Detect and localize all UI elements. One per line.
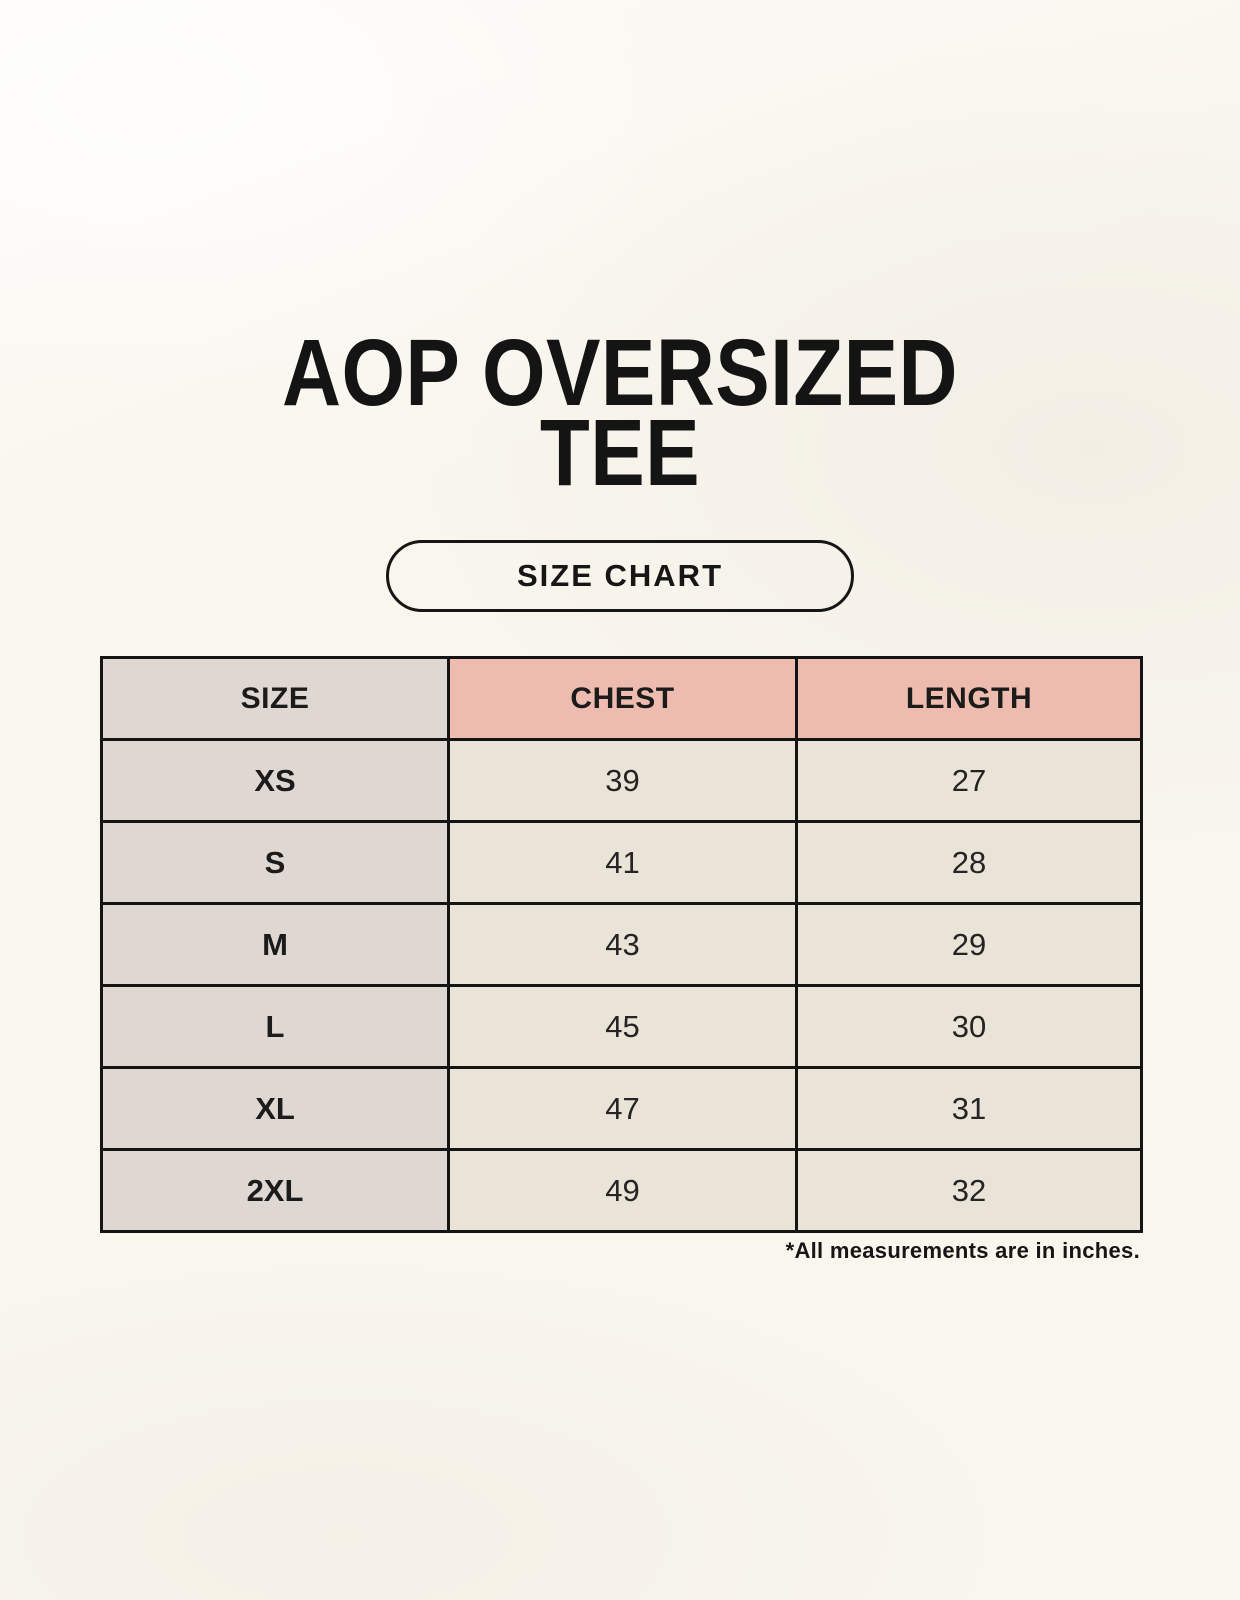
size-label: M — [100, 902, 450, 987]
length-value: 28 — [795, 820, 1143, 905]
table-row-m: M 43 29 — [100, 902, 1143, 987]
chest-value: 47 — [447, 1066, 798, 1151]
measurements-footnote: *All measurements are in inches. — [785, 1238, 1140, 1263]
length-value: 30 — [795, 984, 1143, 1069]
column-header-length: LENGTH — [795, 656, 1143, 741]
size-label: XS — [100, 738, 450, 823]
chest-value: 39 — [447, 738, 798, 823]
size-label: S — [100, 820, 450, 905]
size-chart-badge-label: SIZE CHART — [517, 558, 723, 593]
page-title-line-1: AOP OVERSIZED — [282, 320, 958, 426]
page-title-line-2: TEE — [539, 399, 701, 506]
chest-value: 43 — [447, 902, 798, 987]
table-row-s: S 41 28 — [100, 820, 1143, 905]
length-value: 29 — [795, 902, 1143, 987]
table-row-xs: XS 39 27 — [100, 738, 1143, 823]
table-row-xl: XL 47 31 — [100, 1066, 1143, 1151]
size-chart-badge[interactable]: SIZE CHART — [386, 540, 854, 612]
column-header-size: SIZE — [100, 656, 450, 741]
size-label: XL — [100, 1066, 450, 1151]
chest-value: 49 — [447, 1148, 798, 1233]
chest-value: 45 — [447, 984, 798, 1069]
length-value: 32 — [795, 1148, 1143, 1233]
chest-value: 41 — [447, 820, 798, 905]
length-value: 27 — [795, 738, 1143, 823]
size-table: SIZE CHEST LENGTH XS 39 27 S 41 28 M 43 … — [100, 656, 1143, 1233]
table-row-l: L 45 30 — [100, 984, 1143, 1069]
size-label: L — [100, 984, 450, 1069]
page-title: AOP OVERSIZED TEE — [87, 320, 1153, 506]
size-table-header-row: SIZE CHEST LENGTH — [100, 656, 1143, 741]
length-value: 31 — [795, 1066, 1143, 1151]
table-row-2xl: 2XL 49 32 — [100, 1148, 1143, 1233]
size-label: 2XL — [100, 1148, 450, 1233]
column-header-chest: CHEST — [447, 656, 798, 741]
